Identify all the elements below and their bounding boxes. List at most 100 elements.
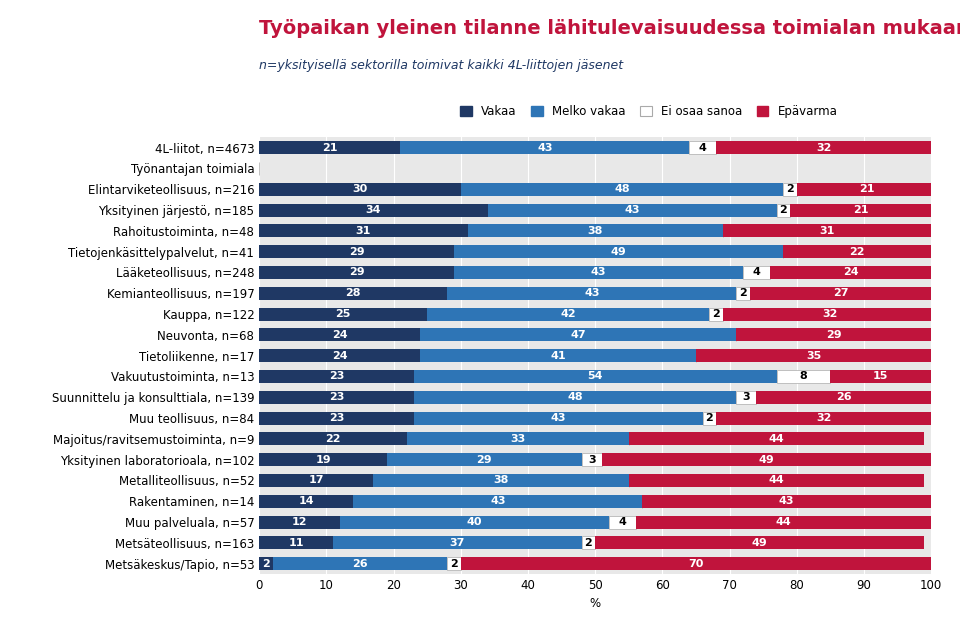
Bar — [777, 370, 830, 383]
Bar — [743, 266, 770, 279]
Bar — [259, 308, 427, 321]
Bar — [461, 557, 931, 570]
Bar — [582, 453, 602, 466]
Text: 2: 2 — [739, 288, 747, 298]
Text: 43: 43 — [624, 205, 640, 215]
Text: 27: 27 — [832, 288, 849, 298]
Bar — [595, 537, 924, 549]
Bar — [400, 141, 689, 154]
Bar — [259, 474, 373, 487]
Text: 70: 70 — [688, 558, 704, 568]
Text: 2: 2 — [706, 413, 713, 423]
Text: 4: 4 — [618, 517, 626, 527]
Text: 2: 2 — [780, 205, 787, 215]
Text: 19: 19 — [315, 455, 331, 465]
Bar — [259, 245, 454, 258]
Bar — [259, 349, 420, 362]
Bar — [414, 370, 777, 383]
Text: 40: 40 — [467, 517, 482, 527]
Bar — [723, 225, 931, 237]
Bar — [783, 183, 797, 196]
Bar — [259, 557, 273, 570]
X-axis label: %: % — [589, 598, 601, 610]
Text: 22: 22 — [850, 246, 865, 256]
Bar — [259, 537, 333, 549]
Text: 32: 32 — [823, 309, 838, 319]
Text: 54: 54 — [588, 371, 603, 381]
Text: 26: 26 — [836, 392, 852, 402]
Text: 49: 49 — [752, 538, 768, 548]
Bar — [259, 453, 387, 466]
Bar — [259, 370, 414, 383]
Text: 2: 2 — [450, 558, 458, 568]
Text: 43: 43 — [537, 143, 553, 153]
Text: n=yksityisellä sektorilla toimivat kaikki 4L-liittojen jäsenet: n=yksityisellä sektorilla toimivat kaikk… — [259, 59, 623, 72]
Text: 49: 49 — [758, 455, 775, 465]
Bar — [454, 266, 743, 279]
Bar — [420, 349, 696, 362]
Bar — [703, 412, 716, 424]
Bar — [777, 203, 790, 217]
Text: 21: 21 — [852, 205, 869, 215]
Bar — [259, 287, 447, 300]
Text: 24: 24 — [843, 268, 858, 278]
Text: 38: 38 — [493, 475, 509, 485]
Text: 24: 24 — [332, 330, 348, 340]
Text: 21: 21 — [322, 143, 338, 153]
Bar — [629, 432, 924, 446]
Bar — [488, 203, 777, 217]
Bar — [636, 515, 931, 529]
Bar — [414, 391, 736, 404]
Text: 38: 38 — [588, 226, 603, 236]
Bar — [259, 183, 461, 196]
Text: 44: 44 — [769, 475, 784, 485]
Text: 28: 28 — [346, 288, 361, 298]
Bar — [736, 328, 931, 341]
Text: 44: 44 — [769, 434, 784, 444]
Text: 35: 35 — [806, 351, 821, 361]
Text: 32: 32 — [816, 143, 831, 153]
Bar — [783, 245, 931, 258]
Text: 47: 47 — [570, 330, 587, 340]
Bar — [723, 308, 938, 321]
Bar — [273, 557, 447, 570]
Text: 15: 15 — [873, 371, 889, 381]
Text: 8: 8 — [800, 371, 807, 381]
Text: 3: 3 — [588, 455, 595, 465]
Bar — [420, 328, 736, 341]
Bar — [582, 537, 595, 549]
Text: 2: 2 — [712, 309, 720, 319]
Bar — [407, 432, 629, 446]
Text: 17: 17 — [308, 475, 324, 485]
Text: 34: 34 — [366, 205, 381, 215]
Text: 23: 23 — [328, 392, 345, 402]
Text: 23: 23 — [328, 371, 345, 381]
Bar — [709, 308, 723, 321]
Bar — [716, 141, 931, 154]
Bar — [468, 225, 723, 237]
Text: 30: 30 — [352, 184, 368, 194]
Bar — [259, 328, 420, 341]
Bar — [373, 474, 629, 487]
Text: 2: 2 — [585, 538, 592, 548]
Text: 22: 22 — [325, 434, 341, 444]
Bar — [414, 412, 703, 424]
Text: 29: 29 — [348, 246, 365, 256]
Text: 37: 37 — [449, 538, 466, 548]
Bar — [696, 349, 931, 362]
Bar — [259, 412, 414, 424]
Bar — [259, 141, 400, 154]
Text: 24: 24 — [332, 351, 348, 361]
Text: 42: 42 — [561, 309, 576, 319]
Text: 43: 43 — [590, 268, 607, 278]
Text: 29: 29 — [826, 330, 842, 340]
Text: 44: 44 — [776, 517, 791, 527]
Bar — [609, 515, 636, 529]
Bar — [259, 266, 454, 279]
Text: 43: 43 — [490, 496, 506, 506]
Text: 4: 4 — [699, 143, 707, 153]
Bar — [756, 391, 931, 404]
Bar — [830, 370, 931, 383]
Text: 49: 49 — [611, 246, 627, 256]
Bar — [259, 515, 340, 529]
